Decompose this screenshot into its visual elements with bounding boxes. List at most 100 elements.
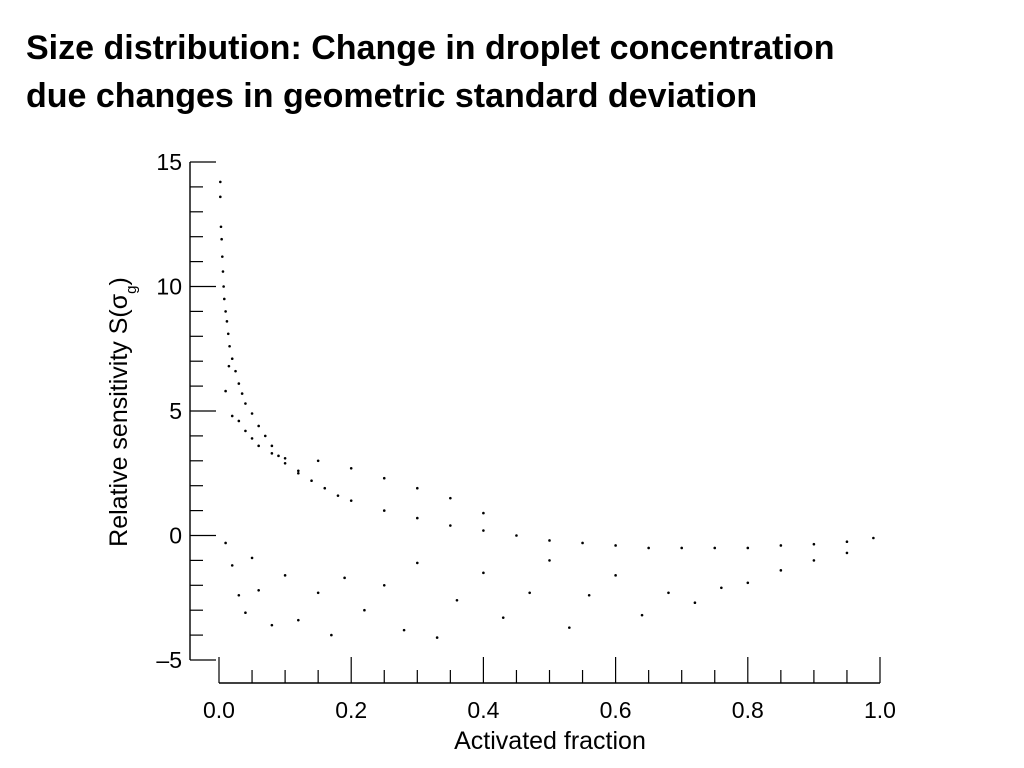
scatter-point — [297, 471, 300, 475]
scatter-point — [237, 593, 241, 597]
scatter-point — [349, 499, 353, 502]
scatter-point — [230, 564, 234, 567]
scatter-point — [283, 461, 287, 465]
scatter-point — [227, 364, 231, 368]
scatter-point — [283, 457, 287, 460]
scatter-point — [330, 633, 333, 637]
scatter-point — [363, 608, 366, 612]
scatter-point — [222, 297, 226, 301]
scatter-point — [310, 479, 313, 483]
scatter-point — [234, 369, 237, 373]
scatter-point — [382, 584, 386, 587]
scatter-point — [779, 544, 783, 547]
x-tick-label: 0.4 — [467, 697, 499, 723]
scatter-point — [746, 546, 750, 550]
scatter-point — [402, 628, 406, 632]
scatter-point — [277, 454, 280, 458]
scatter-point — [548, 539, 551, 542]
scatter-point — [587, 593, 591, 597]
scatter-point — [872, 536, 875, 540]
scatter-point — [382, 509, 386, 512]
y-tick-label: –5 — [156, 647, 182, 673]
scatter-point — [713, 546, 717, 550]
x-ticks: 0.0 0.2 0.4 0.6 0.8 1.0 — [203, 657, 896, 723]
scatter-point — [237, 419, 241, 423]
chart-title: Size distribution: Change in droplet con… — [26, 24, 1006, 120]
scatter-point — [263, 434, 267, 438]
y-tick-label: 5 — [169, 398, 182, 424]
scatter-point — [449, 496, 452, 500]
scatter-point — [257, 424, 260, 428]
scatter-point — [640, 613, 644, 617]
x-tick-label: 0.0 — [203, 697, 235, 723]
y-tick-label: 10 — [156, 274, 182, 300]
scatter-point — [316, 591, 320, 595]
scatter-point — [416, 516, 419, 520]
scatter-point — [449, 524, 452, 527]
scatter-point — [240, 392, 244, 395]
scatter-point — [250, 556, 254, 560]
x-tick-label: 1.0 — [864, 697, 896, 723]
scatter-point — [224, 541, 227, 545]
scatter-point — [746, 581, 750, 585]
x-tick-label: 0.6 — [600, 697, 632, 723]
x-tick-label: 0.2 — [335, 697, 367, 723]
scatter-point — [221, 255, 224, 258]
scatter-point — [515, 534, 518, 537]
title-line-1: Size distribution: Change in droplet con… — [26, 29, 835, 67]
scatter-point — [270, 452, 274, 455]
scatter-point — [244, 611, 247, 614]
scatter-point — [297, 469, 300, 473]
scatter-point — [336, 494, 340, 497]
scatter-point — [250, 412, 254, 415]
scatter-point — [693, 601, 697, 605]
scatter-point — [581, 541, 584, 545]
y-tick-label: 0 — [169, 523, 182, 549]
scatter-point — [614, 574, 617, 577]
scatter-point — [435, 636, 439, 639]
x-axis-title: Activated fraction — [454, 727, 646, 755]
scatter-points — [219, 180, 875, 639]
scatter-point — [501, 616, 505, 619]
scatter-point — [667, 591, 670, 595]
scatter-point — [224, 389, 227, 393]
scatter-point — [382, 476, 386, 480]
axes — [189, 162, 880, 684]
scatter-point — [226, 332, 230, 336]
scatter-point — [220, 237, 223, 241]
scatter-point — [779, 569, 783, 572]
scatter-point — [316, 459, 320, 463]
scatter-point — [244, 429, 247, 433]
y-tick-label: 15 — [156, 149, 182, 175]
y-axis-title: Relative sensitivity S(σg) — [105, 277, 140, 547]
scatter-point — [257, 444, 260, 448]
scatter-point — [224, 310, 227, 313]
scatter-point — [482, 571, 485, 575]
scatter-point — [845, 551, 849, 555]
scatter-point — [219, 195, 222, 199]
scatter-point — [343, 576, 346, 580]
scatter-point — [222, 285, 225, 288]
scatter-point — [283, 574, 287, 577]
x-tick-label: 0.8 — [732, 697, 764, 723]
scatter-point — [228, 344, 231, 348]
scatter-point — [812, 542, 816, 546]
scatter-point — [349, 466, 353, 470]
scatter-point — [221, 270, 225, 273]
scatter-point — [257, 588, 260, 592]
scatter-point — [812, 559, 816, 562]
scatter-point — [720, 586, 723, 590]
scatter-point — [230, 357, 234, 361]
y-axis-title-subscript: g — [123, 285, 140, 293]
scatter-point — [845, 540, 849, 544]
scatter-point — [416, 561, 419, 565]
scatter-point — [230, 414, 234, 418]
scatter-point — [270, 444, 274, 448]
scatter-point — [482, 529, 485, 532]
scatter-point — [416, 486, 419, 490]
scatter-point — [250, 437, 254, 440]
scatter-point — [548, 559, 551, 562]
scatter-point — [680, 546, 683, 550]
scatter-point — [647, 546, 650, 550]
